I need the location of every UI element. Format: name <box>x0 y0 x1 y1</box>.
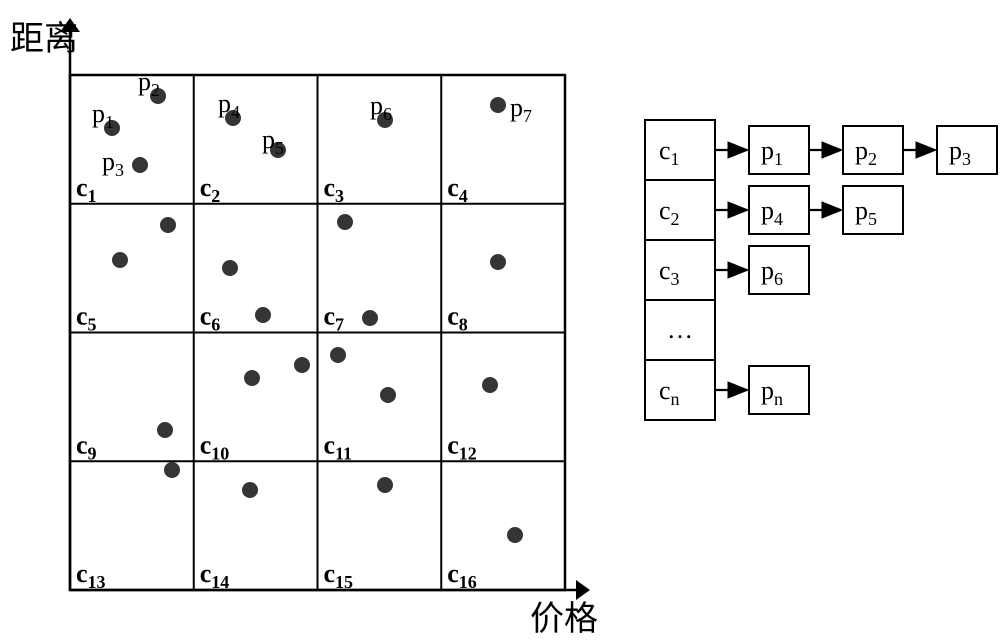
point-s4 <box>507 527 523 543</box>
cell-label-1: c1 <box>76 173 97 206</box>
point-q7 <box>490 254 506 270</box>
point-label-p5: p5 <box>262 125 284 158</box>
point-p3 <box>132 157 148 173</box>
cell-label-4: c4 <box>447 173 468 206</box>
point-label-p7: p7 <box>510 93 532 126</box>
point-r5 <box>380 387 396 403</box>
point-r6 <box>482 377 498 393</box>
point-q1 <box>160 217 176 233</box>
point-r2 <box>244 370 260 386</box>
cell-label-7: c7 <box>324 302 345 335</box>
list-head-column <box>645 120 715 420</box>
linked-list: c1 p1 p2 p3 c2 p4 p5 c3 p6 … cn pn <box>645 120 997 420</box>
point-label-p1: p1 <box>92 99 114 132</box>
cell-label-12: c12 <box>447 430 477 463</box>
list-head-c3: c3 <box>659 256 680 289</box>
point-q4 <box>255 307 271 323</box>
point-label-p2: p2 <box>138 67 160 100</box>
scatter-points: p1 p2 p3 p4 p5 p6 p7 <box>92 67 532 543</box>
point-r4 <box>330 347 346 363</box>
list-node-p4: p4 <box>761 196 783 229</box>
y-axis-label: 距离 <box>10 20 78 58</box>
diagram-root: 距离价格 c1c2c3c4c5c6c7c8c9c10c11c12c13c14c1… <box>0 0 1000 641</box>
grid: c1 c2 c3 c4 c5 c6 c7 c8 c9 c10 c11 c12 c13 c14 c15 c16 <box>70 75 565 592</box>
cell-label-9: c9 <box>76 430 97 463</box>
point-s3 <box>377 477 393 493</box>
point-label-p4: p4 <box>218 89 240 122</box>
cell-label-11: c11 <box>324 430 353 463</box>
list-node-pn: pn <box>761 376 783 409</box>
cell-label-5: c5 <box>76 302 97 335</box>
cell-label-15: c15 <box>324 559 354 592</box>
cell-label-6: c6 <box>200 302 221 335</box>
cell-label-10: c10 <box>200 430 230 463</box>
list-head-ellipsis: … <box>667 315 693 344</box>
point-label-p6: p6 <box>370 91 392 124</box>
list-head-c2: c2 <box>659 196 680 229</box>
point-r1 <box>157 422 173 438</box>
point-p7 <box>490 97 506 113</box>
list-head-c1: c1 <box>659 136 680 169</box>
cell-label-14: c14 <box>200 559 230 592</box>
point-r3 <box>294 357 310 373</box>
point-s1 <box>164 462 180 478</box>
list-node-p5: p5 <box>855 196 877 229</box>
list-node-p1: p1 <box>761 136 783 169</box>
cell-label-16: c16 <box>447 559 477 592</box>
point-label-p3: p3 <box>102 147 124 180</box>
list-head-cn: cn <box>659 376 680 409</box>
list-node-p2: p2 <box>855 136 877 169</box>
cell-label-3: c3 <box>324 173 345 206</box>
point-q5 <box>337 214 353 230</box>
cell-label-8: c8 <box>447 302 468 335</box>
cell-label-13: c13 <box>76 559 106 592</box>
point-q3 <box>222 260 238 276</box>
x-axis-label: 价格 <box>530 600 598 638</box>
point-q6 <box>362 310 378 326</box>
cell-label-2: c2 <box>200 173 221 206</box>
point-q2 <box>112 252 128 268</box>
point-s2 <box>242 482 258 498</box>
list-node-p6: p6 <box>761 256 783 289</box>
list-node-p3: p3 <box>949 136 971 169</box>
x-axis-arrow-icon <box>576 580 590 600</box>
